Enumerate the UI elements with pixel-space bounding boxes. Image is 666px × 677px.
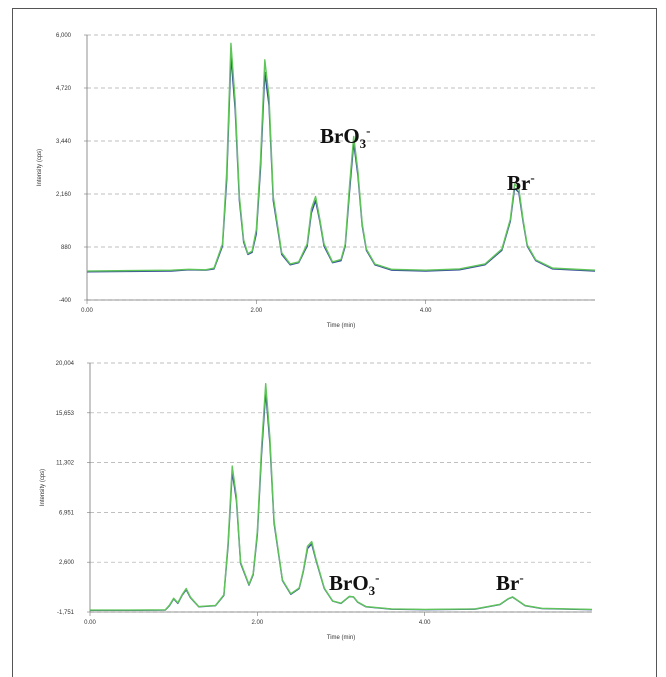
annotation-text: Br xyxy=(507,171,530,195)
y-tick-label: 2,600 xyxy=(59,560,75,566)
x-tick-label: 4.00 xyxy=(420,308,432,314)
y-tick-label: 6,951 xyxy=(59,510,75,516)
y-axis-label: Intensity (cps) xyxy=(37,149,43,186)
annotation-subscript: 3 xyxy=(369,583,376,598)
y-tick-label: 20,004 xyxy=(56,361,75,367)
x-tick-label: 0.00 xyxy=(84,620,96,626)
y-tick-label: 2,160 xyxy=(56,192,72,198)
y-tick-label: -400 xyxy=(59,298,72,304)
y-tick-label: 6,000 xyxy=(56,33,72,39)
x-axis-label: Time (min) xyxy=(327,323,355,329)
annotation-text: Br xyxy=(496,571,519,595)
frame xyxy=(12,8,657,677)
chromatogram-line xyxy=(86,42,596,272)
annotation-superscript: - xyxy=(519,570,523,585)
annotation-text: BrO xyxy=(320,124,360,148)
chromatogram-line xyxy=(90,382,593,611)
y-tick-label: 880 xyxy=(61,245,72,251)
peak-annotation: BrO3- xyxy=(329,570,380,598)
peak-annotation: BrO3- xyxy=(320,123,371,151)
annotation-text: BrO xyxy=(329,571,369,595)
x-tick-label: 0.00 xyxy=(81,308,93,314)
x-tick-label: 2.00 xyxy=(251,620,263,626)
annotation-superscript: - xyxy=(530,170,534,185)
y-tick-label: 3,440 xyxy=(56,139,72,145)
y-tick-label: -1,751 xyxy=(57,610,75,616)
peak-annotation: Br- xyxy=(496,570,524,595)
x-axis-label: Time (min) xyxy=(327,635,355,641)
annotation-superscript: - xyxy=(366,123,370,138)
y-tick-label: 11,302 xyxy=(56,461,75,467)
y-axis-label: Intensity (cps) xyxy=(40,469,46,506)
annotation-superscript: - xyxy=(375,570,379,585)
annotation-subscript: 3 xyxy=(360,136,367,151)
y-tick-label: 4,720 xyxy=(56,86,72,92)
x-tick-label: 2.00 xyxy=(250,308,262,314)
peak-annotation: Br- xyxy=(507,170,535,195)
y-tick-label: 15,653 xyxy=(56,411,75,417)
x-tick-label: 4.00 xyxy=(419,620,431,626)
